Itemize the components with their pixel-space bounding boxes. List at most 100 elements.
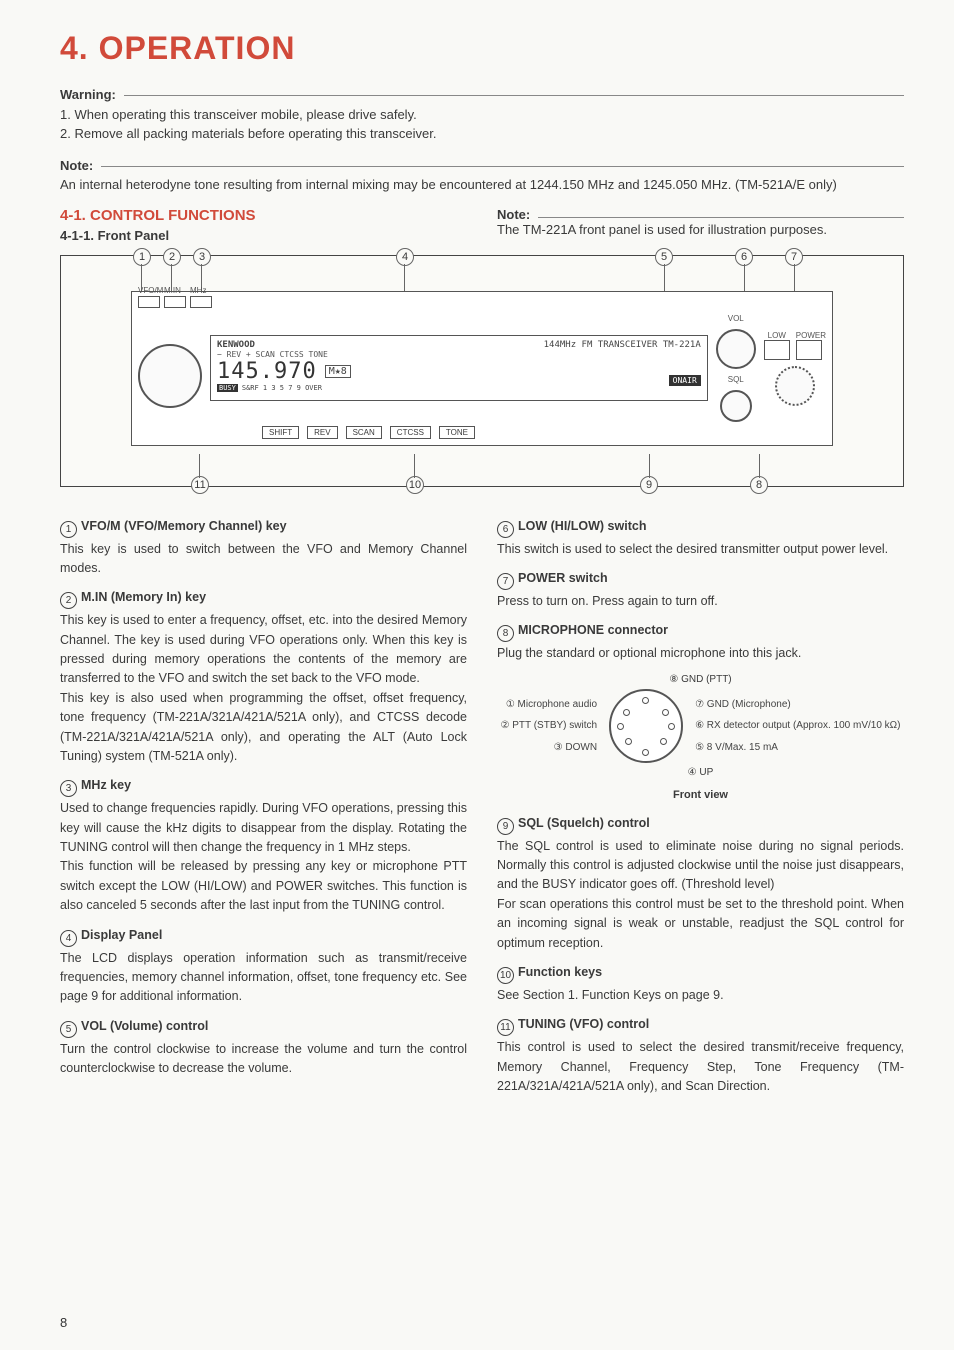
callout-4: 4: [396, 248, 414, 266]
lcd-memory: M★8: [325, 365, 351, 378]
lcd-top-labels: − REV + SCAN CTCSS TONE: [217, 350, 701, 359]
key-label-min: M.IN: [164, 286, 181, 295]
head-6: LOW (HI/LOW) switch: [518, 519, 646, 533]
key-vfom[interactable]: [138, 296, 160, 308]
busy-indicator: BUSY: [217, 384, 238, 392]
text-8: Plug the standard or optional microphone…: [497, 644, 904, 663]
key-mhz[interactable]: [190, 296, 212, 308]
mic-pin-5: ⑤ 8 V/Max. 15 mA: [695, 740, 900, 756]
circ-8: 8: [497, 625, 514, 642]
text-6: This switch is used to select the desire…: [497, 540, 904, 559]
text-9a: The SQL control is used to eliminate noi…: [497, 837, 904, 895]
callout-10: 10: [406, 476, 424, 494]
note1-text: An internal heterodyne tone resulting fr…: [60, 175, 904, 195]
head-5: VOL (Volume) control: [81, 1019, 208, 1033]
text-10: See Section 1. Function Keys on page 9.: [497, 986, 904, 1005]
note2-rule: [538, 217, 904, 218]
text-4: The LCD displays operation information s…: [60, 949, 467, 1007]
heading-4-1: 4-1. CONTROL FUNCTIONS: [60, 207, 467, 224]
leader: [414, 454, 415, 478]
warning-line-2: 2. Remove all packing materials before o…: [60, 124, 904, 144]
btn-tone[interactable]: TONE: [439, 426, 475, 439]
callout-2: 2: [163, 248, 181, 266]
key-label-vfom: VFO/M: [138, 286, 163, 295]
circ-5: 5: [60, 1021, 77, 1038]
lcd-display: KENWOOD 144MHz FM TRANSCEIVER TM-221A − …: [210, 335, 708, 401]
front-panel-diagram: 1 2 3 4 5 6 7 VFO/M M.IN MHz: [60, 255, 904, 487]
mic-connector[interactable]: [775, 366, 815, 406]
note2-head: Note:: [497, 207, 530, 222]
lcd-brand: KENWOOD: [217, 340, 255, 350]
btn-shift[interactable]: SHIFT: [262, 426, 299, 439]
circ-2: 2: [60, 592, 77, 609]
onair-indicator: ONAIR: [669, 375, 701, 386]
circ-10: 10: [497, 967, 514, 984]
device-body: VFO/M M.IN MHz KENWOOD 144MHz FM TRANSCE…: [131, 291, 833, 446]
mic-pin-2: ② PTT (STBY) switch: [500, 718, 597, 734]
power-switch[interactable]: [796, 340, 822, 360]
circ-7: 7: [497, 573, 514, 590]
btn-scan[interactable]: SCAN: [346, 426, 382, 439]
mic-connector-diagram: ⑧ GND (PTT) ① Microphone audio ② PTT (ST…: [497, 672, 904, 804]
head-9: SQL (Squelch) control: [518, 816, 650, 830]
low-label: LOW: [764, 331, 790, 340]
leader: [649, 454, 650, 478]
circ-9: 9: [497, 818, 514, 835]
leader: [744, 264, 745, 292]
head-7: POWER switch: [518, 571, 608, 585]
warning-block: Warning: 1. When operating this transcei…: [60, 85, 904, 144]
text-1: This key is used to switch between the V…: [60, 540, 467, 579]
section-title: 4. OPERATION: [60, 30, 904, 67]
power-label: POWER: [796, 331, 826, 340]
right-column: 6LOW (HI/LOW) switch This switch is used…: [497, 507, 904, 1097]
head-11: TUNING (VFO) control: [518, 1017, 649, 1031]
sql-knob[interactable]: [720, 390, 752, 422]
head-8: MICROPHONE connector: [518, 623, 668, 637]
circ-1: 1: [60, 521, 77, 538]
low-switch[interactable]: [764, 340, 790, 360]
callout-8: 8: [750, 476, 768, 494]
btn-rev[interactable]: REV: [307, 426, 337, 439]
note2-text: The TM-221A front panel is used for illu…: [497, 222, 904, 237]
tuning-knob[interactable]: [138, 344, 202, 408]
mic-pin-4: ④ UP: [688, 765, 714, 781]
lcd-frequency: 145.970: [217, 359, 317, 384]
mic-pin-3: ③ DOWN: [500, 740, 597, 756]
lcd-scale: S&RF 1 3 5 7 9 OVER: [242, 384, 322, 392]
key-min[interactable]: [164, 296, 186, 308]
circ-11: 11: [497, 1019, 514, 1036]
text-11: This control is used to select the desir…: [497, 1038, 904, 1096]
circ-3: 3: [60, 780, 77, 797]
leader: [759, 454, 760, 478]
vol-knob[interactable]: [716, 329, 756, 369]
page-number: 8: [60, 1315, 67, 1330]
text-2b: This key is also used when programming t…: [60, 689, 467, 767]
heading-4-1-1: 4-1-1. Front Panel: [60, 228, 467, 243]
callout-11: 11: [191, 476, 209, 494]
head-10: Function keys: [518, 965, 602, 979]
text-3b: This function will be released by pressi…: [60, 857, 467, 915]
text-7: Press to turn on. Press again to turn of…: [497, 592, 904, 611]
sql-label: SQL: [728, 375, 744, 384]
leader: [664, 264, 665, 292]
head-1: VFO/M (VFO/Memory Channel) key: [81, 519, 287, 533]
mic-pin-8: ⑧ GND (PTT): [669, 672, 731, 688]
note1-head: Note:: [60, 156, 93, 176]
note1-rule: [101, 166, 904, 167]
key-label-mhz: MHz: [190, 286, 206, 295]
mic-pin-6: ⑥ RX detector output (Approx. 100 mV/10 …: [695, 718, 900, 734]
mic-pin-1: ① Microphone audio: [500, 697, 597, 713]
warning-line-1: 1. When operating this transceiver mobil…: [60, 105, 904, 125]
left-column: 1 VFO/M (VFO/Memory Channel) key This key…: [60, 507, 467, 1097]
callout-3: 3: [193, 248, 211, 266]
head-2: M.IN (Memory In) key: [81, 590, 206, 604]
text-3a: Used to change frequencies rapidly. Duri…: [60, 799, 467, 857]
head-4: Display Panel: [81, 928, 162, 942]
warning-rule: [124, 95, 904, 96]
btn-ctcss[interactable]: CTCSS: [390, 426, 431, 439]
mic-pin-7: ⑦ GND (Microphone): [695, 697, 900, 713]
head-3: MHz key: [81, 778, 131, 792]
text-2a: This key is used to enter a frequency, o…: [60, 611, 467, 689]
circ-4: 4: [60, 930, 77, 947]
text-5: Turn the control clockwise to increase t…: [60, 1040, 467, 1079]
